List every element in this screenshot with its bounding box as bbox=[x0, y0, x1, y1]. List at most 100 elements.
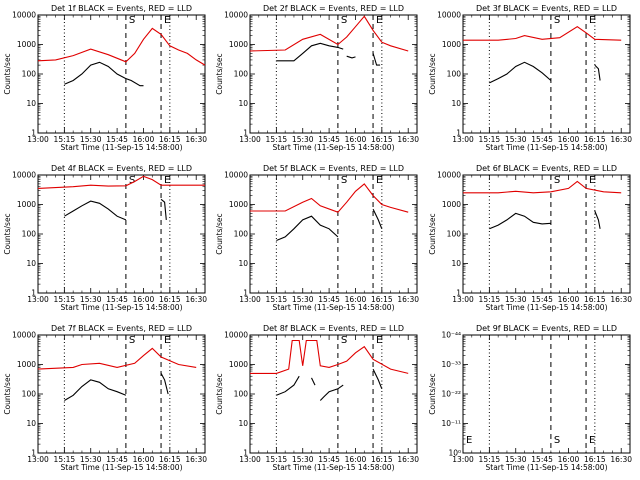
events-series-line bbox=[64, 200, 127, 221]
x-tick-label: 15:30 bbox=[505, 135, 527, 144]
panel: Det 1f BLACK = Events, RED = LLD 1 10 100 10… bbox=[3, 4, 207, 152]
end-marker: E bbox=[589, 175, 595, 186]
y-tick-label: 10 bbox=[26, 419, 36, 428]
panel: Det 8f BLACK = Events, RED = LLD 1 10 100 10… bbox=[215, 324, 419, 472]
x-tick-label: 15:45 bbox=[318, 135, 340, 144]
x-tick-label: 16:15 bbox=[371, 135, 393, 144]
x-tick-label: 15:30 bbox=[505, 455, 527, 464]
x-tick-label: 15:15 bbox=[479, 295, 501, 304]
lld-series-line bbox=[463, 180, 622, 194]
x-axis-label: Start Time (11-Sep-15 14:58:00) bbox=[486, 303, 608, 312]
x-tick-label: 16:15 bbox=[584, 295, 606, 304]
x-tick-label: 16:30 bbox=[610, 295, 632, 304]
x-tick-label: 15:45 bbox=[318, 455, 340, 464]
x-tick-label: 15:15 bbox=[266, 455, 288, 464]
x-tick-label: 15:15 bbox=[266, 135, 288, 144]
x-tick-label: 15:45 bbox=[106, 295, 128, 304]
y-tick-label: 10⁻⁴⁴ bbox=[441, 331, 461, 340]
x-tick-label: 15:15 bbox=[54, 295, 76, 304]
events-series-line bbox=[160, 198, 167, 220]
y-tick-label: 10⁻³³ bbox=[441, 360, 461, 369]
x-tick-label: 16:30 bbox=[397, 455, 419, 464]
x-tick-label: 15:15 bbox=[479, 135, 501, 144]
panel-title: Det 1f BLACK = Events, RED = LLD bbox=[51, 4, 192, 13]
x-tick-label: 15:45 bbox=[106, 135, 128, 144]
panel: Det 5f BLACK = Events, RED = LLD 1 10 100 10… bbox=[215, 164, 419, 312]
x-tick-label: 16:30 bbox=[610, 135, 632, 144]
y-tick-label: 10 bbox=[238, 259, 248, 268]
x-tick-label: 13:00 bbox=[27, 135, 49, 144]
end-marker: E bbox=[376, 335, 382, 346]
events-series-line bbox=[160, 373, 169, 395]
y-axis-label: Counts/sec bbox=[428, 213, 437, 254]
x-tick-label: 16:00 bbox=[133, 295, 155, 304]
panel: Det 7f BLACK = Events, RED = LLD 1 10 100 10… bbox=[3, 324, 207, 472]
plot-frame bbox=[462, 14, 631, 134]
plot-frame bbox=[249, 174, 418, 294]
events-series-line bbox=[372, 368, 383, 390]
y-tick-label: 1 bbox=[243, 289, 248, 298]
events-series-line bbox=[64, 379, 127, 401]
x-tick-label: 15:15 bbox=[266, 295, 288, 304]
y-axis-label: Counts/sec bbox=[3, 373, 12, 414]
lld-series-line bbox=[37, 27, 206, 66]
x-axis-label: Start Time (11-Sep-15 14:58:00) bbox=[61, 143, 183, 152]
y-tick-label: 1000 bbox=[229, 360, 248, 369]
x-tick-label: 15:45 bbox=[531, 295, 553, 304]
events-series-line bbox=[489, 212, 551, 230]
y-axis-label: Counts/sec bbox=[3, 53, 12, 94]
x-tick-label: 13:00 bbox=[452, 455, 474, 464]
events-series-line bbox=[319, 384, 344, 401]
y-axis-label: Counts/sec bbox=[428, 373, 437, 414]
x-tick-label: 16:00 bbox=[345, 135, 367, 144]
y-tick-label: 100 bbox=[234, 390, 249, 399]
x-tick-label: 16:15 bbox=[159, 135, 181, 144]
y-tick-label: 1 bbox=[31, 129, 36, 138]
x-tick-label: 15:30 bbox=[292, 455, 314, 464]
x-tick-label: 16:15 bbox=[371, 295, 393, 304]
plot-frame bbox=[462, 334, 631, 454]
end-marker: E bbox=[164, 15, 170, 26]
y-tick-label: 10000 bbox=[224, 11, 248, 20]
y-tick-label: 100 bbox=[447, 70, 462, 79]
events-series-line bbox=[276, 375, 300, 396]
lld-series-line bbox=[250, 183, 409, 213]
events-series-line bbox=[346, 55, 356, 59]
x-tick-label: 13:00 bbox=[27, 455, 49, 464]
end-marker: E bbox=[376, 175, 382, 186]
x-tick-label: 13:00 bbox=[452, 135, 474, 144]
y-tick-label: 10000 bbox=[12, 331, 36, 340]
y-tick-label: 10000 bbox=[224, 331, 248, 340]
x-tick-label: 16:00 bbox=[345, 295, 367, 304]
x-tick-label: 16:15 bbox=[159, 455, 181, 464]
panel: Det 4f BLACK = Events, RED = LLD 1 10 100 10… bbox=[3, 164, 207, 312]
y-axis-label: Counts/sec bbox=[215, 213, 224, 254]
panel-title: Det 7f BLACK = Events, RED = LLD bbox=[51, 324, 192, 333]
events-series-line bbox=[372, 208, 383, 230]
end-marker: E bbox=[466, 435, 472, 446]
x-axis-label: Start Time (11-Sep-15 14:58:00) bbox=[61, 303, 183, 312]
start-marker: S bbox=[341, 15, 347, 26]
x-tick-label: 16:00 bbox=[558, 455, 580, 464]
y-tick-label: 10000 bbox=[12, 171, 36, 180]
lld-series-line bbox=[37, 347, 197, 370]
x-tick-label: 16:00 bbox=[558, 135, 580, 144]
start-marker: S bbox=[341, 175, 347, 186]
x-axis-label: Start Time (11-Sep-15 14:58:00) bbox=[486, 143, 608, 152]
start-marker: S bbox=[129, 175, 135, 186]
panel-title: Det 8f BLACK = Events, RED = LLD bbox=[263, 324, 404, 333]
panel-title: Det 2f BLACK = Events, RED = LLD bbox=[263, 4, 404, 13]
end-marker: E bbox=[589, 435, 595, 446]
events-series-line bbox=[372, 53, 381, 66]
events-series-line bbox=[276, 215, 339, 242]
y-tick-label: 10 bbox=[238, 419, 248, 428]
events-series-line bbox=[276, 42, 344, 62]
x-tick-label: 15:45 bbox=[531, 455, 553, 464]
x-tick-label: 15:30 bbox=[80, 295, 102, 304]
lld-series-line bbox=[37, 175, 205, 189]
panel-title: Det 4f BLACK = Events, RED = LLD bbox=[51, 164, 192, 173]
y-tick-label: 10 bbox=[26, 259, 36, 268]
x-tick-label: 16:00 bbox=[345, 455, 367, 464]
y-tick-label: 1000 bbox=[17, 200, 36, 209]
